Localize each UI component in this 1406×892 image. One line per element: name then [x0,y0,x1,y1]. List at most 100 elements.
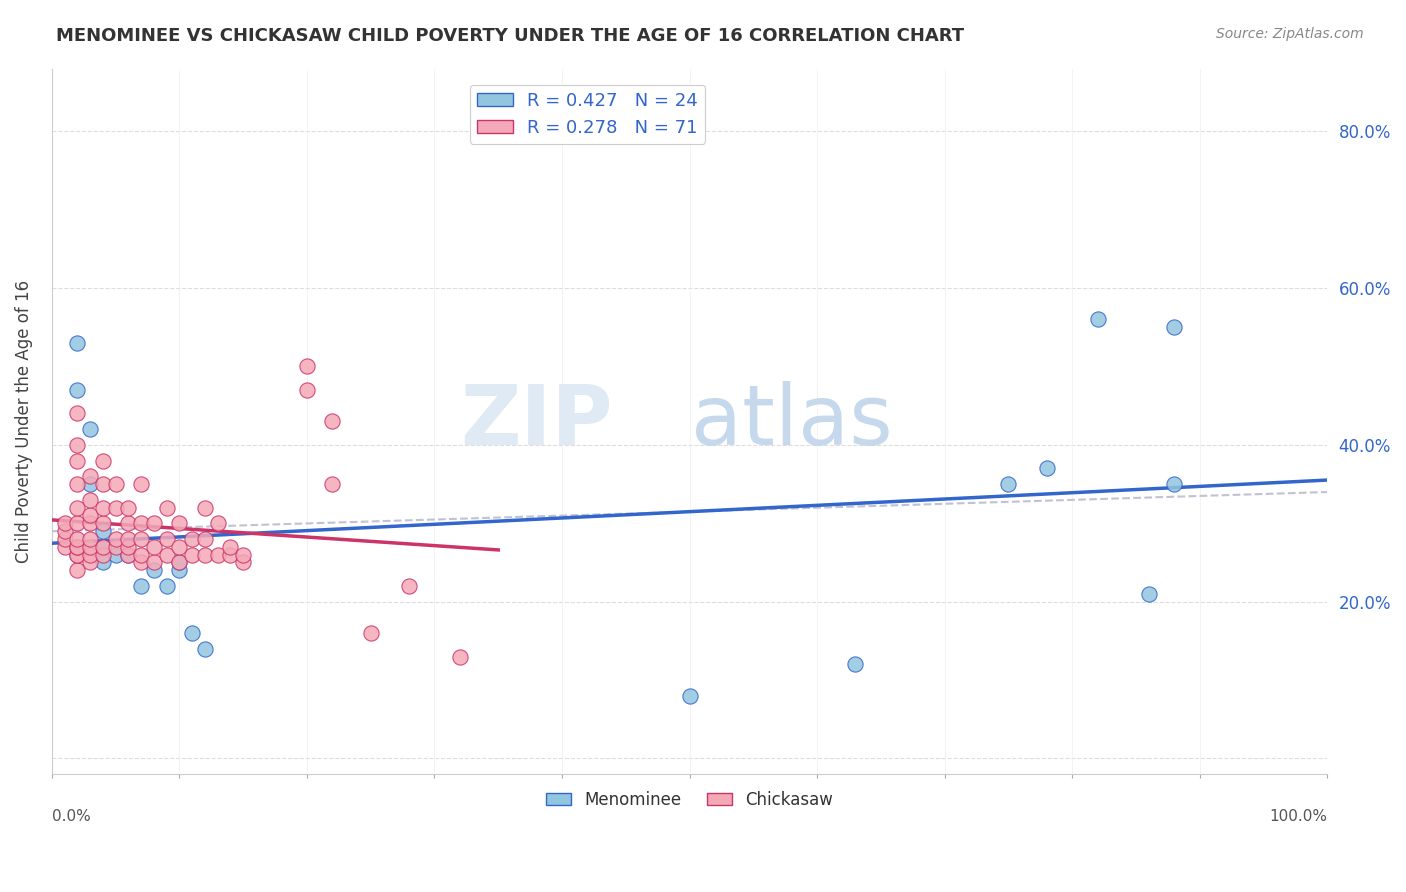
Point [207,516,229,531]
Point [66,477,89,491]
Point [321,414,343,428]
Point [91,556,114,570]
Point [398,579,420,593]
Point [129,516,152,531]
Point [194,548,217,562]
Point [1035,461,1057,475]
Point [66,540,89,554]
Point [1163,477,1185,491]
Point [295,359,318,374]
Point [53,540,76,554]
Point [91,500,114,515]
Point [219,540,242,554]
Point [155,579,177,593]
Point [66,500,89,515]
Point [104,548,127,562]
Point [117,540,139,554]
Point [79,540,101,554]
Text: 100.0%: 100.0% [1270,809,1327,824]
Point [997,477,1019,491]
Point [155,548,177,562]
Legend: Menominee, Chickasaw: Menominee, Chickasaw [540,784,839,815]
Point [104,477,127,491]
Point [360,626,382,640]
Point [207,548,229,562]
Point [117,532,139,546]
Point [66,516,89,531]
Point [181,548,204,562]
Point [1137,587,1160,601]
Point [232,556,254,570]
Point [79,508,101,523]
Point [79,556,101,570]
Point [678,689,700,703]
Text: ZIP: ZIP [461,381,613,462]
Point [142,556,165,570]
Point [194,532,217,546]
Point [1087,312,1109,326]
Point [91,540,114,554]
Point [169,556,191,570]
Point [219,548,242,562]
Point [104,532,127,546]
Point [66,438,89,452]
Text: MENOMINEE VS CHICKASAW CHILD POVERTY UNDER THE AGE OF 16 CORRELATION CHART: MENOMINEE VS CHICKASAW CHILD POVERTY UND… [56,27,965,45]
Point [142,516,165,531]
Point [194,641,217,656]
Text: Source: ZipAtlas.com: Source: ZipAtlas.com [1216,27,1364,41]
Point [79,548,101,562]
Point [169,556,191,570]
Point [169,540,191,554]
Point [91,540,114,554]
Point [79,532,101,546]
Point [53,524,76,538]
Point [117,516,139,531]
Point [155,532,177,546]
Point [155,500,177,515]
Point [129,556,152,570]
Point [66,540,89,554]
Point [117,548,139,562]
Point [79,469,101,483]
Point [129,532,152,546]
Point [321,477,343,491]
Point [194,500,217,515]
Y-axis label: Child Poverty Under the Age of 16: Child Poverty Under the Age of 16 [15,280,32,563]
Point [169,516,191,531]
Point [91,516,114,531]
Point [66,453,89,467]
Point [232,548,254,562]
Point [449,649,471,664]
Point [104,500,127,515]
Point [117,500,139,515]
Point [66,548,89,562]
Point [66,548,89,562]
Point [91,477,114,491]
Point [129,548,152,562]
Point [79,422,101,436]
Point [181,532,204,546]
Point [295,383,318,397]
Point [79,477,101,491]
Point [53,516,76,531]
Point [66,407,89,421]
Point [53,532,76,546]
Point [104,540,127,554]
Point [91,524,114,538]
Point [91,548,114,562]
Point [142,540,165,554]
Text: atlas: atlas [690,381,893,462]
Point [129,579,152,593]
Point [91,453,114,467]
Point [79,492,101,507]
Point [142,563,165,577]
Text: 0.0%: 0.0% [52,809,90,824]
Point [66,335,89,350]
Point [169,563,191,577]
Point [117,548,139,562]
Point [844,657,866,672]
Point [79,516,101,531]
Point [1163,320,1185,334]
Point [129,477,152,491]
Point [181,626,204,640]
